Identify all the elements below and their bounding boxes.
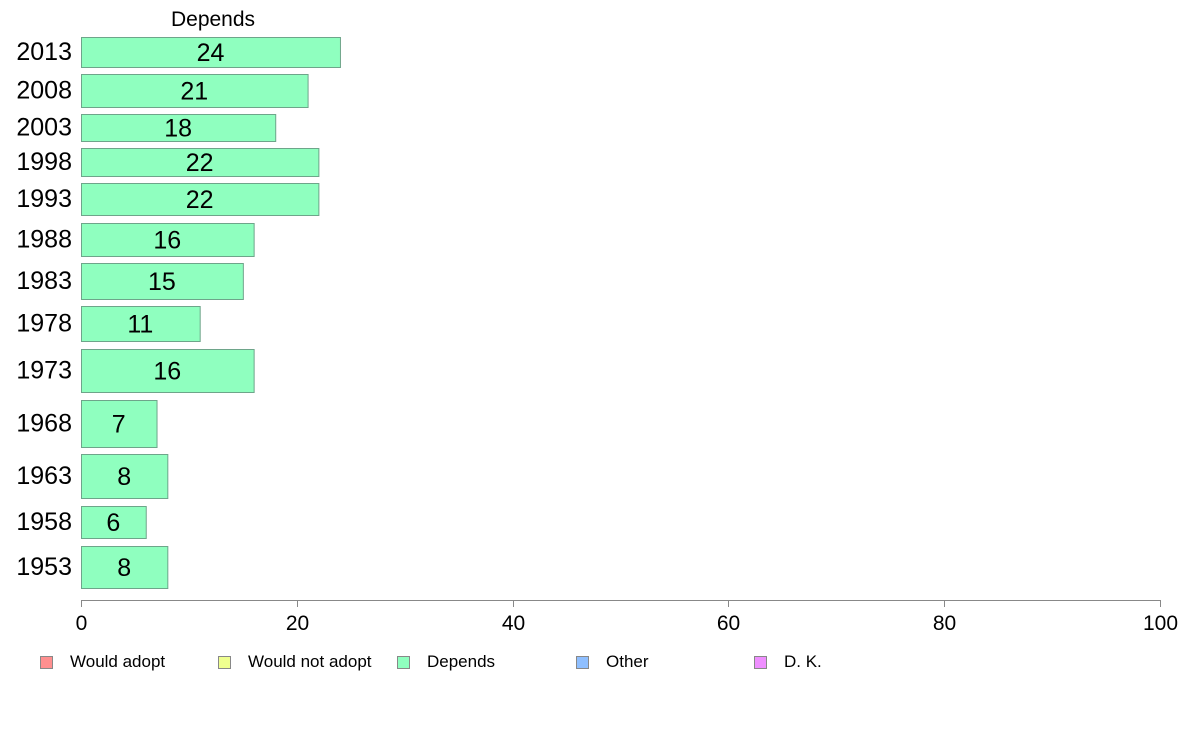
y-tick-label: 1978 (16, 310, 72, 338)
data-label: 6 (106, 509, 120, 537)
y-tick-label: 1973 (16, 357, 72, 385)
data-label: 22 (186, 186, 214, 214)
x-tick-label: 80 (933, 612, 956, 635)
x-tick-label: 40 (502, 612, 525, 635)
bar (81, 400, 158, 448)
bar (81, 37, 341, 68)
bar (81, 506, 147, 539)
data-label: 21 (180, 78, 208, 106)
data-label: 15 (148, 268, 176, 296)
data-label: 7 (112, 411, 126, 439)
bar (81, 349, 255, 393)
legend-label: Depends (427, 652, 496, 671)
legend-item: D. K. (754, 652, 822, 672)
y-tick-label: 2008 (16, 77, 72, 105)
data-label: 22 (186, 149, 214, 177)
y-tick-label: 1983 (16, 267, 72, 295)
legend-swatch (576, 655, 589, 669)
y-tick-label: 1993 (16, 185, 72, 213)
data-label: 8 (117, 463, 131, 491)
legend-swatch (754, 655, 767, 669)
chart-title: Depends (171, 8, 255, 31)
x-axis: 0 20 40 60 80 100 (76, 600, 1178, 635)
legend-swatch (218, 655, 231, 669)
y-tick-label: 1998 (16, 148, 72, 176)
legend-swatch (397, 655, 410, 669)
data-label: 18 (164, 115, 192, 143)
y-tick-label: 1968 (16, 410, 72, 438)
legend-item: Would not adopt (218, 652, 372, 672)
bars-group: 2013 24 2008 21 2003 18 1998 22 1993 22 1988 16 1983… (16, 37, 341, 589)
legend-label: Would not adopt (248, 652, 372, 671)
data-label: 16 (153, 358, 181, 386)
y-tick-label: 1963 (16, 462, 72, 490)
bar (81, 183, 320, 216)
data-label: 8 (117, 554, 131, 582)
y-tick-label: 2013 (16, 38, 72, 66)
bar (81, 223, 255, 257)
bar (81, 263, 244, 300)
legend-label: Would adopt (70, 652, 166, 671)
data-label: 16 (153, 227, 181, 255)
bar (81, 546, 169, 589)
y-tick-label: 1958 (16, 508, 72, 536)
x-tick-label: 20 (286, 612, 309, 635)
x-tick-label: 60 (717, 612, 740, 635)
y-tick-label: 1953 (16, 553, 72, 581)
bar (81, 74, 309, 108)
y-tick-label: 2003 (16, 114, 72, 142)
data-label: 24 (197, 39, 225, 67)
legend-swatch (40, 655, 53, 669)
y-tick-label: 1988 (16, 226, 72, 254)
legend-item: Would adopt (40, 652, 165, 672)
x-tick-label: 0 (76, 612, 88, 635)
bar (81, 114, 277, 142)
legend-item: Other (576, 652, 649, 672)
legend-label: D. K. (784, 652, 822, 671)
legend-item: Depends (397, 652, 495, 672)
bar (81, 454, 169, 499)
legend-label: Other (606, 652, 649, 671)
data-label: 11 (127, 311, 153, 339)
legend: Would adopt Would not adopt Depends Other D.… (0, 652, 1188, 676)
bar (81, 148, 320, 177)
x-tick-label: 100 (1143, 612, 1178, 635)
bar (81, 306, 201, 342)
